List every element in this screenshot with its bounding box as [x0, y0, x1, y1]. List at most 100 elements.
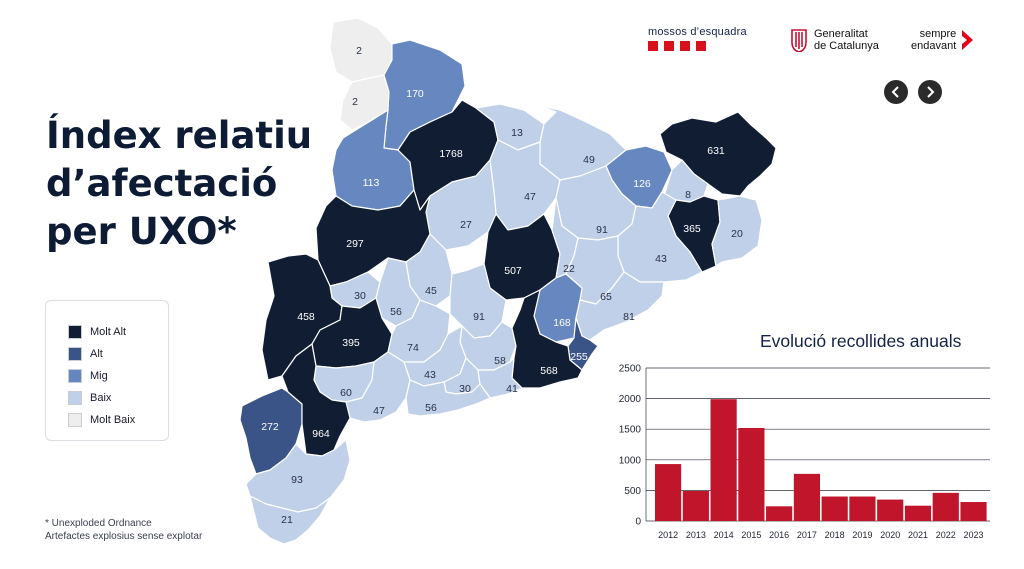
bar-chart: 0 500 1000 1500 2000 2500 2012 2013 2014 2015 2016… — [619, 364, 990, 540]
map-region-value: 43 — [655, 253, 667, 265]
legend-swatch — [68, 325, 82, 339]
x-tick-label: 2014 — [714, 530, 734, 540]
map-region-value: 65 — [600, 291, 612, 303]
map-region-value: 47 — [373, 405, 385, 417]
legend-item-molt-alt: Molt Alt — [68, 321, 168, 343]
chart-bar — [710, 399, 737, 521]
legend-label: Molt Alt — [90, 326, 127, 338]
chart-bar — [821, 496, 848, 521]
map-region-value: 297 — [346, 238, 364, 250]
legend-item-baix: Baix — [68, 387, 168, 409]
x-tick-label: 2023 — [964, 530, 984, 540]
map-region-value: 631 — [707, 145, 725, 157]
footnote-line-1: * Unexploded Ordnance — [45, 518, 152, 529]
chart-bar — [849, 496, 876, 521]
x-tick-label: 2016 — [769, 530, 789, 540]
map-region-value: 395 — [342, 337, 360, 349]
x-tick-label: 2019 — [852, 530, 872, 540]
x-tick-label: 2017 — [797, 530, 817, 540]
title-line-2: d’afectació — [46, 162, 278, 205]
mossos-squares-icon — [648, 41, 747, 51]
map-region-value: 43 — [424, 369, 436, 381]
prev-button[interactable] — [884, 80, 908, 104]
footnote-line-2: Artefactes explosius sense explotar — [45, 531, 203, 542]
map-region — [405, 379, 491, 417]
sempre-endavant-logo: sempre endavant — [911, 28, 977, 52]
map-region — [375, 257, 421, 327]
next-button[interactable] — [918, 80, 942, 104]
map-region-value: 30 — [354, 290, 366, 302]
x-tick-label: 2015 — [741, 530, 761, 540]
generalitat-logo: Generalitat de Catalunya — [790, 28, 879, 52]
chart-bar — [655, 464, 682, 521]
chart-bar — [904, 505, 932, 521]
map-region-value: 13 — [511, 127, 523, 139]
page-title: Índex relatiu d’afectació per UXO* — [46, 112, 312, 256]
mossos-logo: mossos d’esquadra — [648, 26, 747, 51]
map-region-value: 2 — [352, 96, 358, 108]
title-line-3: per UXO* — [46, 210, 237, 253]
chart-bar — [766, 506, 793, 521]
x-tick-label: 2012 — [658, 530, 678, 540]
map-region-value: 2 — [356, 45, 362, 57]
legend-label: Baix — [90, 392, 112, 404]
map-region-value: 365 — [683, 223, 701, 235]
chart-bar — [738, 427, 765, 521]
map-region-value: 458 — [297, 311, 315, 323]
y-tick-label: 1000 — [619, 455, 642, 466]
footnote: * Unexploded Ordnance Artefactes explosi… — [45, 517, 202, 543]
legend-swatch — [68, 413, 82, 427]
chevron-red-icon — [962, 30, 974, 50]
legend-item-mig: Mig — [68, 365, 168, 387]
map-region-value: 49 — [583, 154, 595, 166]
x-tick-label: 2020 — [880, 530, 900, 540]
map-region-value: 45 — [425, 285, 437, 297]
map-region-value: 22 — [563, 263, 575, 275]
senyera-icon — [791, 29, 807, 52]
map-region-value: 58 — [494, 355, 506, 367]
y-tick-label: 500 — [624, 486, 641, 497]
legend-label: Molt Baix — [90, 414, 136, 426]
chevron-left-icon — [891, 86, 899, 98]
map-region-value: 272 — [261, 421, 279, 433]
y-tick-label: 1500 — [619, 425, 642, 436]
map-region-value: 113 — [363, 177, 380, 189]
map-region-value: 74 — [407, 342, 419, 354]
map-region-value: 568 — [540, 365, 558, 377]
title-line-1: Índex relatiu — [46, 114, 313, 157]
map-region-value: 41 — [506, 383, 518, 395]
legend-swatch — [68, 391, 82, 405]
mossos-logo-text: mossos d’esquadra — [648, 26, 747, 38]
map-region-value: 81 — [623, 311, 635, 323]
map-region-value: 126 — [633, 178, 651, 190]
map-region-value: 30 — [459, 383, 471, 395]
y-tick-label: 2000 — [619, 394, 642, 405]
map-region — [711, 195, 763, 267]
chart-bar — [682, 491, 709, 521]
map-region-value: 8 — [685, 189, 691, 201]
chart-bar — [877, 499, 904, 521]
legend-swatch — [68, 369, 82, 383]
map-region — [249, 495, 331, 545]
legend-item-molt-baix: Molt Baix — [68, 409, 168, 431]
legend-item-alt: Alt — [68, 343, 168, 365]
map-legend: Molt Alt Alt Mig Baix Molt Baix — [45, 300, 169, 441]
y-tick-label: 0 — [635, 517, 641, 528]
map-region-value: 21 — [281, 514, 293, 526]
sempre-line-1: sempre — [919, 28, 957, 40]
chart-bar — [932, 492, 959, 521]
x-tick-label: 2021 — [908, 530, 928, 540]
map-region-value: 91 — [596, 224, 608, 236]
y-tick-label: 2500 — [619, 364, 642, 375]
chevron-right-icon — [927, 86, 935, 98]
map-region-value: 91 — [473, 311, 485, 323]
map-region-value: 27 — [460, 219, 472, 231]
map-region-value: 47 — [524, 191, 536, 203]
map-region-value: 20 — [731, 228, 743, 240]
sempre-line-2: endavant — [911, 40, 957, 52]
chart-bar — [793, 473, 820, 521]
map-region-value: 170 — [406, 88, 424, 100]
chart-title: Evolució recollides anuals — [760, 331, 962, 351]
map-region-value: 507 — [504, 265, 522, 277]
